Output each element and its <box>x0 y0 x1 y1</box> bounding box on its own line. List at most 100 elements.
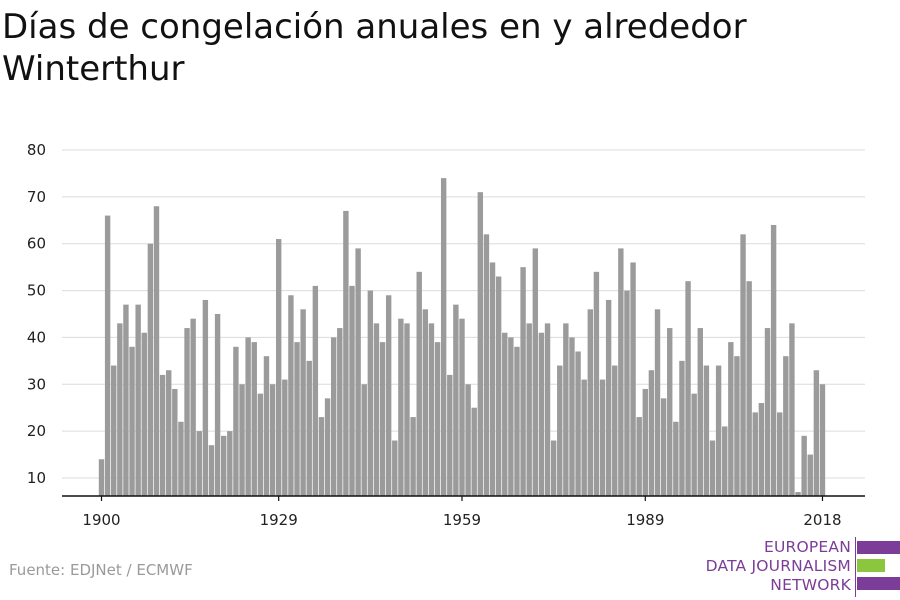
bar <box>777 412 783 496</box>
bar <box>257 393 264 496</box>
bar <box>471 407 477 496</box>
bar <box>734 356 740 496</box>
x-axis-ticks: 1900 1929 1959 1989 2018 <box>82 496 842 529</box>
bar <box>447 374 453 496</box>
bar <box>483 234 490 496</box>
bar <box>392 440 398 496</box>
logo-divider <box>855 537 856 597</box>
bar <box>282 379 288 496</box>
bar <box>428 323 435 496</box>
bar <box>697 328 703 496</box>
y-axis-labels: 10 20 30 40 50 60 70 80 <box>27 141 46 487</box>
bar <box>758 403 765 496</box>
bar <box>104 215 111 496</box>
bar <box>502 332 508 496</box>
bar <box>398 318 404 496</box>
bar <box>801 435 807 496</box>
bar <box>508 337 514 496</box>
x-tick-label: 2018 <box>803 511 841 529</box>
bar <box>141 332 147 496</box>
bar <box>208 445 215 496</box>
bar <box>599 379 606 496</box>
bar <box>263 356 270 496</box>
bar <box>691 393 697 496</box>
bar <box>385 295 392 496</box>
logo-bar-middle <box>857 559 885 572</box>
bar <box>789 323 795 496</box>
bar <box>355 248 361 496</box>
bar <box>575 351 581 496</box>
bar <box>166 370 172 496</box>
bar <box>330 337 337 496</box>
bar <box>453 304 459 496</box>
bar <box>563 323 569 496</box>
bar <box>642 388 648 496</box>
bar <box>300 309 306 496</box>
bar <box>679 360 685 496</box>
edjnet-logo[interactable]: EUROPEAN DATA JOURNALISM NETWORK <box>700 537 900 597</box>
bar <box>709 440 716 496</box>
bar <box>703 365 710 496</box>
bar <box>764 328 771 496</box>
bar <box>514 346 520 496</box>
bar <box>294 342 300 496</box>
bar <box>722 426 728 496</box>
bar <box>214 314 221 496</box>
bar <box>673 421 679 496</box>
bar <box>795 492 801 496</box>
bar <box>373 323 380 496</box>
bar <box>612 365 618 496</box>
y-tick-label: 20 <box>27 422 46 440</box>
bar <box>819 384 826 496</box>
bar <box>728 342 734 496</box>
bar <box>569 337 575 496</box>
bar <box>288 295 294 496</box>
bar <box>404 323 410 496</box>
y-tick-label: 70 <box>27 188 46 206</box>
bar <box>233 346 239 496</box>
logo-text-network: NETWORK <box>770 576 851 594</box>
bar <box>538 332 545 496</box>
bar <box>123 304 129 496</box>
x-tick-label: 1900 <box>82 511 120 529</box>
bar <box>178 421 184 496</box>
bar <box>306 360 312 496</box>
bar <box>324 398 331 496</box>
bar <box>117 323 123 496</box>
bar <box>520 267 526 496</box>
bar <box>685 281 691 496</box>
y-tick-label: 50 <box>27 282 46 300</box>
bar <box>526 323 532 496</box>
bar <box>459 318 465 496</box>
bar <box>367 290 374 496</box>
bar <box>630 262 636 496</box>
bar <box>557 365 563 496</box>
bar <box>715 365 722 496</box>
y-tick-label: 60 <box>27 235 46 253</box>
bar <box>544 323 551 496</box>
y-tick-label: 40 <box>27 328 46 346</box>
bar <box>312 285 319 496</box>
bar <box>135 304 141 496</box>
bar <box>746 281 752 496</box>
bar <box>190 318 196 496</box>
bar <box>752 412 758 496</box>
bar <box>147 243 154 496</box>
bar <box>172 388 178 496</box>
y-tick-label: 30 <box>27 375 46 393</box>
bar <box>489 262 496 496</box>
bar <box>337 328 343 496</box>
x-tick-label: 1959 <box>443 511 481 529</box>
bar <box>318 417 325 496</box>
bar <box>770 224 777 496</box>
bar <box>807 454 813 496</box>
bar <box>251 342 257 496</box>
logo-text-european: EUROPEAN <box>763 538 851 556</box>
bar <box>660 398 667 496</box>
bar <box>129 346 135 496</box>
bar <box>465 384 471 496</box>
bar <box>740 234 746 496</box>
bar <box>159 374 166 496</box>
bar <box>221 435 227 496</box>
